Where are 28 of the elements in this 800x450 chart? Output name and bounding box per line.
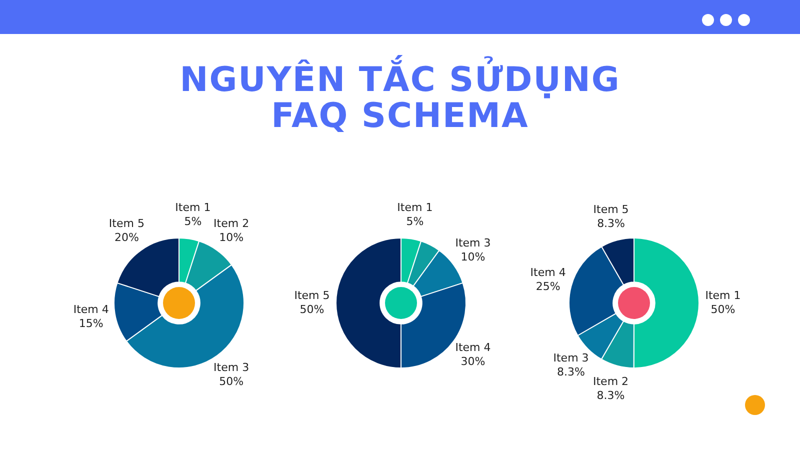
data-label: 15% (78, 316, 104, 330)
data-label: 50% (710, 303, 736, 316)
data-label: 25% (536, 280, 560, 293)
data-label: 20% (114, 230, 139, 244)
data-label: 10% (460, 250, 486, 264)
slice-label: Item 4 (530, 266, 566, 279)
slice-label: Item 5 (294, 288, 330, 302)
data-label: 50% (219, 374, 244, 388)
data-label: 5% (184, 214, 202, 228)
slice-label: Item 4 (73, 302, 109, 316)
data-label: 50% (300, 302, 324, 316)
slice-label: Item 1 (705, 289, 741, 302)
slice-label: Item 5 (108, 216, 144, 230)
data-label: 10% (219, 230, 244, 244)
slice-label: Item 3 (455, 236, 491, 250)
data-label: 8.3% (557, 366, 585, 379)
data-label: 8.3% (596, 388, 625, 402)
data-label: 8.3% (597, 216, 626, 230)
slice-label: Item 4 (455, 341, 491, 354)
slice-label: Item 1 (175, 200, 211, 214)
data-label: 30% (460, 355, 486, 368)
slice-label: Item 3 (214, 360, 250, 374)
slice-label: Item 2 (592, 374, 629, 388)
slice-label: Item 1 (397, 200, 433, 214)
data-label: 5% (406, 214, 424, 228)
slice-label: Item 3 (553, 352, 589, 365)
slice-label: Item 2 (214, 216, 250, 230)
slice-label: Item 5 (593, 202, 629, 216)
